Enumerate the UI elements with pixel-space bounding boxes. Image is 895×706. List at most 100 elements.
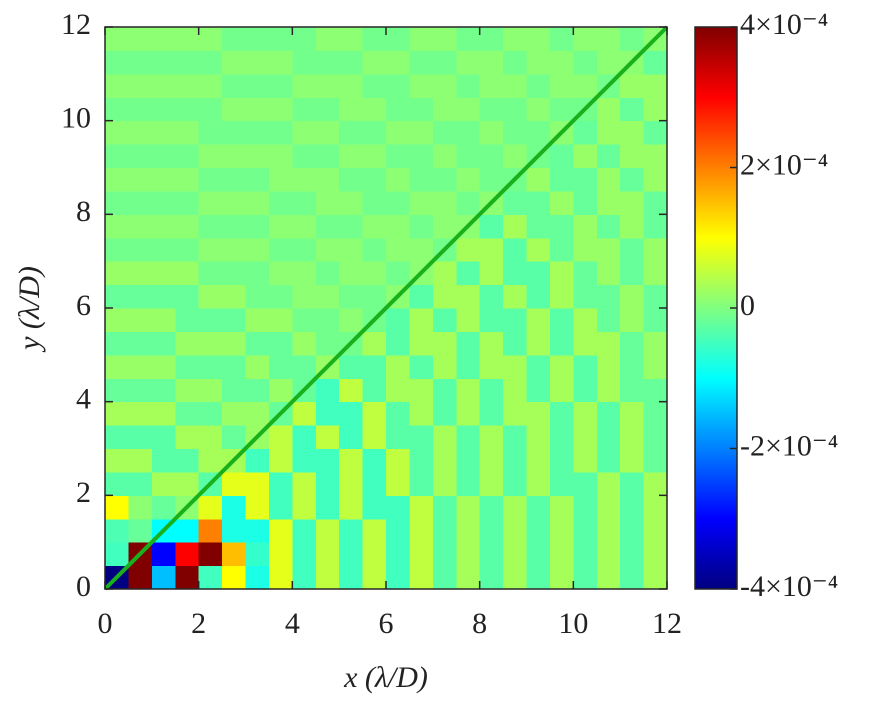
cell (128, 214, 153, 239)
cell (362, 425, 387, 449)
cell (268, 308, 293, 332)
cell (105, 97, 129, 122)
cell (596, 401, 621, 426)
cell (596, 425, 621, 449)
cell (456, 308, 481, 332)
cell (620, 401, 645, 426)
cell (409, 237, 434, 262)
cell (339, 97, 364, 122)
cell (432, 73, 457, 98)
cell (620, 518, 645, 543)
cell (549, 401, 574, 426)
cell (386, 214, 410, 239)
cell (128, 237, 153, 262)
cell (456, 261, 481, 286)
cell (573, 354, 598, 379)
cell (432, 331, 457, 356)
cell (620, 167, 645, 192)
cell (315, 471, 340, 496)
cell (268, 73, 293, 98)
cell (128, 261, 153, 286)
cell (479, 331, 504, 356)
cell (151, 284, 176, 309)
cell (526, 120, 551, 145)
cell (175, 308, 200, 332)
cell (222, 120, 246, 145)
cell (245, 284, 270, 309)
cell (596, 50, 621, 75)
cell (456, 190, 481, 215)
cell (339, 471, 364, 496)
cell (315, 120, 340, 145)
cell (292, 308, 317, 332)
cell (222, 261, 246, 286)
cell (245, 27, 270, 51)
cell (362, 120, 387, 145)
cell (432, 542, 457, 567)
cell (292, 144, 317, 168)
cell (596, 144, 621, 168)
cell (620, 378, 645, 403)
cell (456, 518, 481, 543)
cell (175, 27, 200, 51)
cell (409, 425, 434, 449)
cell (105, 401, 129, 426)
cell (105, 27, 129, 51)
cell (386, 495, 410, 520)
cell (620, 448, 645, 473)
cell (105, 284, 129, 309)
cell (643, 214, 668, 239)
cell (175, 471, 200, 496)
cell (596, 190, 621, 215)
cell (292, 542, 317, 567)
cell (128, 144, 153, 168)
cell (432, 261, 457, 286)
cell (268, 120, 293, 145)
cell (479, 471, 504, 496)
cell (432, 144, 457, 168)
cell (643, 97, 668, 122)
cell (245, 73, 270, 98)
cell (643, 448, 668, 473)
cell (292, 50, 317, 75)
cell (526, 284, 551, 309)
cell (151, 331, 176, 356)
cell (198, 97, 223, 122)
cell (503, 284, 527, 309)
cell (386, 73, 410, 98)
cell (245, 471, 270, 496)
cell (456, 50, 481, 75)
cell (643, 73, 668, 98)
cell (456, 542, 481, 567)
cell (339, 214, 364, 239)
cell (409, 495, 434, 520)
cell (151, 354, 176, 379)
cell (128, 471, 153, 496)
cell (105, 144, 129, 168)
cell (175, 97, 200, 122)
cell (105, 261, 129, 286)
cell (503, 401, 527, 426)
cell (339, 284, 364, 309)
cell (526, 565, 551, 590)
cell (573, 518, 598, 543)
cell (526, 495, 551, 520)
cell (386, 378, 410, 403)
cell (643, 50, 668, 75)
cell (409, 120, 434, 145)
cell (292, 167, 317, 192)
cell (456, 471, 481, 496)
cell (268, 27, 293, 51)
cell (409, 144, 434, 168)
cell (596, 27, 621, 51)
cell (222, 27, 246, 51)
cell (245, 120, 270, 145)
cell (479, 97, 504, 122)
cell (549, 27, 574, 51)
x-tick-label: 4 (285, 607, 300, 640)
cell (573, 495, 598, 520)
cell (362, 471, 387, 496)
cell (526, 425, 551, 449)
cell (643, 495, 668, 520)
cell (151, 214, 176, 239)
